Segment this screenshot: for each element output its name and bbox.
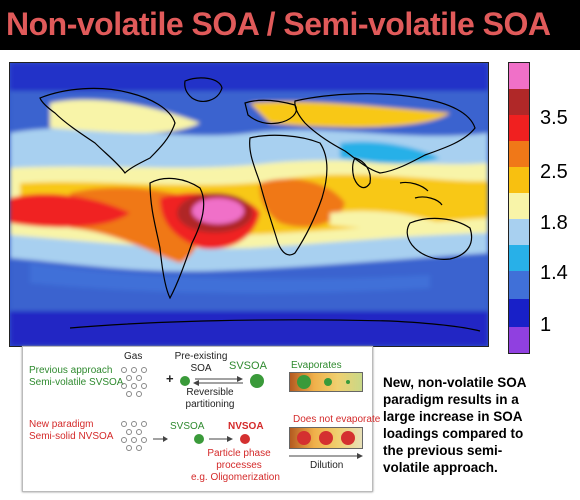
no-evaporation-box	[289, 427, 363, 449]
caption-line: the previous semi-	[383, 443, 503, 458]
caption-line: New, non-volatile SOA	[383, 375, 527, 390]
colorbar-seg-2	[509, 115, 529, 141]
evaporates-label: Evaporates	[291, 360, 342, 371]
colorbar-seg-5	[509, 193, 529, 219]
gas-molecules-icon-2	[121, 421, 147, 451]
colorbar-seg-0	[509, 63, 529, 89]
colorbar-seg-4	[509, 167, 529, 193]
colorbar-seg-6	[509, 219, 529, 245]
partitioning-arrow-icon	[180, 374, 264, 388]
previous-approach-subtitle: Semi-volatile SVSOA	[29, 377, 124, 388]
oligomerization-label: e.g. Oligomerization	[191, 472, 280, 483]
gas-molecules-icon	[121, 367, 147, 397]
conversion-arrow-icon	[153, 434, 250, 444]
caption-line: large increase in SOA	[383, 409, 523, 424]
colorbar-label: 1	[540, 314, 552, 336]
colorbar-seg-10	[509, 327, 529, 353]
colorbar	[508, 62, 530, 354]
dilution-arrow-icon	[289, 453, 363, 459]
does-not-evaporate-label: Does not evaporate	[293, 414, 381, 425]
reversible-label: Reversible partitioning	[185, 387, 235, 410]
paradigm-inset: Gas Pre-existing SOA Previous approach S…	[22, 346, 380, 492]
caption-line: loadings compared to	[383, 426, 524, 441]
caption-line: paradigm results in a	[383, 392, 519, 407]
svsoa-label-2: SVSOA	[170, 421, 205, 432]
particle-phase-label: Particle phase processes	[207, 448, 271, 471]
evaporates-box	[289, 372, 363, 392]
caption: New, non-volatile SOA paradigm results i…	[383, 374, 573, 476]
svsoa-label: SVSOA	[229, 360, 267, 372]
new-paradigm-subtitle: Semi-solid NVSOA	[29, 431, 114, 442]
page-title: Non-volatile SOA / Semi-volatile SOA	[6, 6, 551, 42]
colorbar-seg-1	[509, 89, 529, 115]
title-bar: Non-volatile SOA / Semi-volatile SOA	[0, 0, 580, 50]
dilution-label: Dilution	[310, 460, 344, 471]
colorbar-label: 2.5	[540, 161, 568, 183]
previous-approach-title: Previous approach	[29, 365, 113, 376]
gas-label: Gas	[124, 351, 143, 362]
plus-sign: +	[166, 371, 174, 386]
colorbar-seg-9	[509, 299, 529, 327]
nvsoa-label: NVSOA	[228, 421, 264, 432]
global-soa-map	[9, 62, 489, 347]
new-paradigm-title: New paradigm	[29, 419, 94, 430]
preexisting-label: Pre-existing SOA	[174, 351, 228, 374]
colorbar-label: 1.8	[540, 212, 568, 234]
colorbar-label: 1.4	[540, 262, 568, 284]
colorbar-seg-7	[509, 245, 529, 271]
colorbar-seg-3	[509, 141, 529, 167]
map-image	[10, 63, 488, 346]
colorbar-seg-8	[509, 271, 529, 299]
colorbar-label: 3.5	[540, 107, 568, 129]
coastlines	[39, 77, 481, 332]
caption-line: volatile approach.	[383, 460, 498, 475]
